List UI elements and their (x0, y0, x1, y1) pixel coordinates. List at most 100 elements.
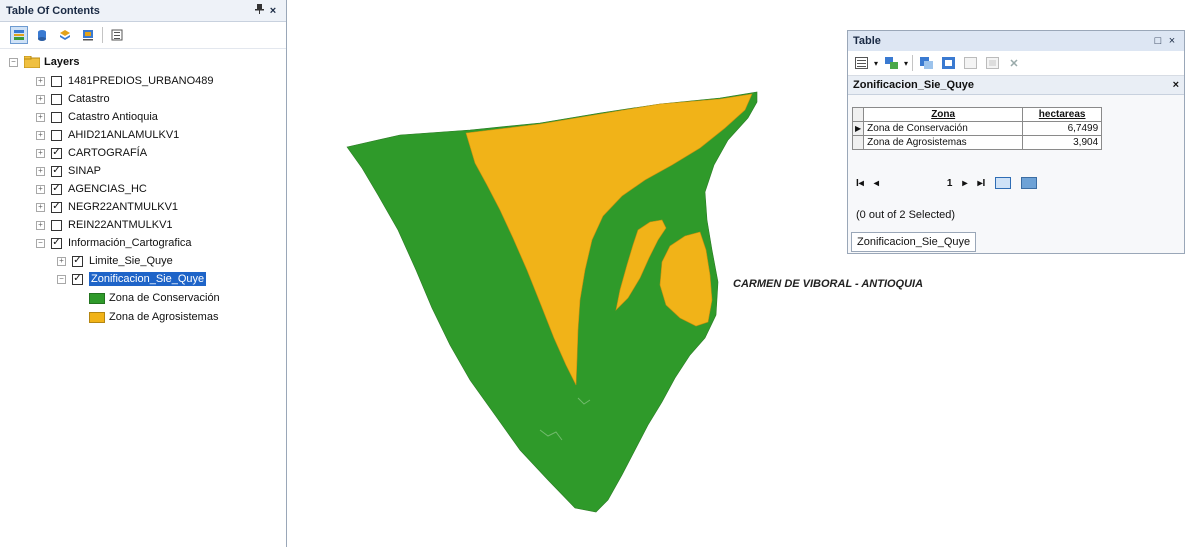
first-record-icon[interactable]: I◂ (856, 177, 864, 189)
layer-item[interactable]: + ✓ CARTOGRAFÍA (36, 144, 147, 162)
layer-item[interactable]: + REIN22ANTMULKV1 (36, 216, 173, 234)
last-record-icon[interactable]: ▸I (977, 177, 986, 189)
current-row-indicator[interactable]: ▶ (851, 121, 865, 136)
switch-selection-icon[interactable] (939, 54, 957, 72)
legend-item[interactable]: Zona de Agrosistemas (89, 308, 218, 326)
layer-visibility-checkbox[interactable]: ✓ (51, 183, 62, 195)
expand-icon[interactable]: + (36, 148, 45, 158)
layer-name: Limite_Sie_Quye (89, 255, 173, 267)
layer-visibility-checkbox[interactable]: ✓ (51, 237, 62, 249)
delete-selected-icon[interactable]: ✕ (1009, 57, 1019, 70)
toc-close-button[interactable]: × (269, 4, 277, 17)
layer-visibility-checkbox[interactable] (51, 111, 62, 123)
column-header[interactable]: Zona (863, 107, 1024, 122)
grid-header-row: Zona hectareas (851, 107, 1103, 122)
map-place-label: CARMEN DE VIBORAL - ANTIOQUIA (733, 278, 924, 290)
select-by-attributes-icon[interactable] (917, 54, 935, 72)
expand-icon[interactable]: + (36, 202, 45, 212)
layer-group-item[interactable]: − ✓ Información_Cartografica (36, 234, 192, 252)
collapse-icon[interactable]: − (36, 238, 45, 248)
expand-icon[interactable]: + (36, 166, 45, 176)
sublayer-item[interactable]: + ✓ Limite_Sie_Quye (57, 252, 173, 270)
layer-name: NEGR22ANTMULKV1 (68, 201, 179, 213)
collapse-icon[interactable]: − (57, 274, 66, 284)
clear-selection-icon[interactable] (961, 54, 979, 72)
layers-root-label: Layers (44, 56, 80, 68)
map-view[interactable]: CARMEN DE VIBORAL - ANTIOQUIA (287, 0, 1188, 547)
map-texture-mark (539, 397, 591, 441)
layer-name: Catastro Antioquia (68, 111, 158, 123)
zoom-to-selected-icon[interactable] (983, 54, 1001, 72)
cell-zona[interactable]: Zona de Agrosistemas (863, 135, 1024, 150)
show-all-records-icon[interactable] (995, 177, 1012, 189)
layer-item[interactable]: + ✓ AGENCIAS_HC (36, 180, 147, 198)
cell-hectareas[interactable]: 3,904 (1022, 135, 1103, 150)
zona-agrosistemas-polygon[interactable] (465, 93, 753, 386)
list-by-drawing-order-icon[interactable] (10, 26, 28, 44)
list-by-visibility-icon[interactable] (56, 26, 74, 44)
column-header[interactable]: hectareas (1022, 107, 1103, 122)
expand-icon[interactable]: + (57, 256, 66, 266)
related-tables-icon[interactable] (882, 54, 900, 72)
close-icon[interactable]: × (1172, 79, 1179, 91)
table-layer-name: Zonificacion_Sie_Quye (853, 79, 975, 91)
toc-title: Table Of Contents (6, 4, 100, 17)
table-layer-header: Zonificacion_Sie_Quye × (848, 76, 1184, 95)
layer-visibility-checkbox[interactable]: ✓ (51, 201, 62, 213)
layer-item[interactable]: + AHID21ANLAMULKV1 (36, 126, 179, 144)
sublayer-item-selected[interactable]: − ✓ Zonificacion_Sie_Quye (57, 270, 207, 288)
layer-item[interactable]: + Catastro Antioquia (36, 108, 158, 126)
layer-visibility-checkbox[interactable]: ✓ (51, 147, 62, 159)
close-icon[interactable]: × (1168, 35, 1176, 47)
next-record-icon[interactable]: ▸ (962, 177, 968, 189)
zona-agrosistemas-polygon-2[interactable] (615, 219, 667, 311)
layer-item[interactable]: + Catastro (36, 90, 110, 108)
cell-hectareas[interactable]: 6,7499 (1022, 121, 1103, 136)
layer-visibility-checkbox[interactable]: ✓ (72, 273, 83, 285)
layer-visibility-checkbox[interactable]: ✓ (51, 165, 62, 177)
dropdown-arrow-icon[interactable]: ▾ (904, 58, 909, 68)
legend-label: Zona de Conservación (109, 292, 220, 304)
expand-icon[interactable]: + (36, 220, 45, 230)
options-icon[interactable] (108, 26, 126, 44)
map-canvas (346, 91, 758, 513)
list-by-selection-icon[interactable] (79, 26, 97, 44)
previous-record-icon[interactable]: ◂ (873, 177, 879, 189)
layer-visibility-checkbox[interactable] (51, 93, 62, 105)
expand-icon[interactable]: + (36, 76, 45, 86)
layer-visibility-checkbox[interactable] (51, 129, 62, 141)
layer-visibility-checkbox[interactable]: ✓ (72, 255, 83, 267)
legend-swatch-agro (89, 311, 105, 323)
layer-item[interactable]: + ✓ SINAP (36, 162, 101, 180)
table-tab[interactable]: Zonificacion_Sie_Quye (851, 232, 977, 252)
layer-item[interactable]: + 1481PREDIOS_URBANO489 (36, 72, 214, 90)
pin-icon[interactable] (252, 4, 266, 17)
legend-item[interactable]: Zona de Conservación (89, 289, 220, 307)
expand-icon[interactable]: + (36, 184, 45, 194)
table-row[interactable]: Zona de Agrosistemas 3,904 (851, 135, 1103, 150)
attribute-grid: Zona hectareas ▶ Zona de Conservación 6,… (851, 107, 1103, 150)
layer-item[interactable]: + ✓ NEGR22ANTMULKV1 (36, 198, 178, 216)
zona-agrosistemas-polygon-3[interactable] (659, 231, 713, 327)
cell-zona[interactable]: Zona de Conservación (863, 121, 1024, 136)
layer-name: SINAP (68, 165, 102, 177)
layer-name: Catastro (68, 93, 110, 105)
row-selector[interactable] (851, 135, 865, 150)
legend-swatch-conservation (89, 292, 105, 304)
current-record-number[interactable]: 1 (946, 177, 953, 189)
table-row[interactable]: ▶ Zona de Conservación 6,7499 (851, 121, 1103, 136)
layer-visibility-checkbox[interactable] (51, 219, 62, 231)
dropdown-arrow-icon[interactable]: ▾ (874, 58, 879, 68)
expand-icon[interactable]: + (36, 130, 45, 140)
layers-root[interactable]: − Layers (9, 53, 79, 71)
expand-icon[interactable]: + (36, 112, 45, 122)
collapse-icon[interactable]: − (9, 57, 18, 67)
table-title-bar: Table □ × (848, 31, 1184, 51)
expand-icon[interactable]: + (36, 94, 45, 104)
table-options-icon[interactable] (852, 54, 870, 72)
list-by-source-icon[interactable] (33, 26, 51, 44)
restore-icon[interactable]: □ (1154, 35, 1162, 47)
layer-visibility-checkbox[interactable] (51, 75, 62, 87)
record-navigator: I◂ ◂ 1 ▸ ▸I (856, 177, 1038, 189)
show-selected-records-icon[interactable] (1021, 177, 1038, 189)
